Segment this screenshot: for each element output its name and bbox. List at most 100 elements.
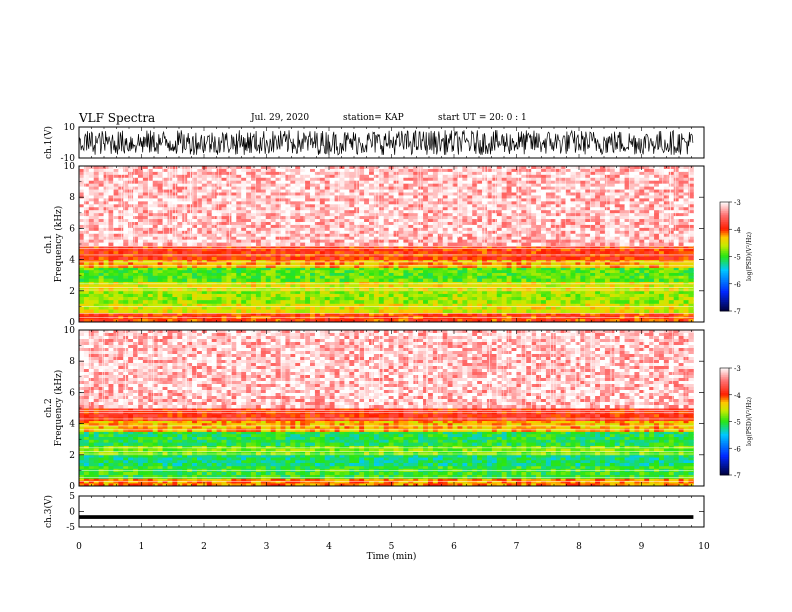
spectrogram-cell: [212, 300, 217, 304]
spectrogram-cell: [664, 193, 669, 196]
spectrogram-cell: [600, 297, 605, 301]
spectrogram-cell: [629, 310, 634, 314]
spectrogram-cell: [335, 193, 340, 196]
spectrogram-cell: [620, 184, 625, 187]
spectrogram-cell: [477, 198, 482, 201]
spectrogram-cell: [113, 257, 118, 260]
spectrogram-cell: [389, 175, 394, 178]
spectrogram-cell: [482, 306, 487, 310]
spectrogram-cell: [276, 198, 281, 201]
spectrogram-cell: [644, 178, 649, 181]
spectrogram-cell: [629, 281, 634, 285]
spectrogram-cell: [536, 310, 541, 314]
spectrogram-cell: [453, 181, 458, 184]
spectrogram-cell: [310, 193, 315, 196]
spectrogram-cell: [354, 300, 359, 304]
spectrogram-cell: [113, 294, 118, 298]
spectrogram-cell: [531, 310, 536, 314]
spectrogram-cell: [148, 300, 153, 304]
spectrogram-cell: [512, 310, 517, 314]
spectrogram-cell: [143, 178, 148, 181]
spectrogram-cell: [359, 306, 364, 310]
spectrogram-cell: [679, 310, 684, 314]
spectrogram-cell: [403, 181, 408, 184]
spectrogram-cell: [408, 297, 413, 301]
spectrogram-cell: [123, 198, 128, 201]
spectrogram-cell: [541, 291, 546, 295]
spectrogram-cell: [644, 297, 649, 301]
spectrogram-cell: [118, 281, 123, 285]
spectrogram-cell: [384, 193, 389, 196]
spectrogram-cell: [585, 166, 590, 169]
spectrogram-cell: [600, 294, 605, 298]
spectrogram-cell: [340, 195, 345, 198]
spectrogram-cell: [585, 281, 590, 285]
spectrogram-cell: [615, 193, 620, 196]
spectrogram-cell: [241, 175, 246, 178]
spectrogram-cell: [521, 190, 526, 193]
spectrogram-cell: [408, 281, 413, 285]
spectrogram-cell: [222, 281, 227, 285]
spectrogram-cell: [325, 297, 330, 301]
spectrogram-cell: [457, 281, 462, 285]
spectrogram-cell: [457, 310, 462, 314]
spectrogram-cell: [526, 172, 531, 175]
spectrogram-cell: [79, 310, 84, 314]
spectrogram-cell: [654, 184, 659, 187]
spectrogram-cell: [158, 190, 163, 193]
spectrogram-cell: [664, 300, 669, 304]
spectrogram-cell: [428, 300, 433, 304]
spectrogram-cell: [580, 288, 585, 292]
spectrogram-cell: [398, 193, 403, 196]
spectrogram-cell: [364, 198, 369, 201]
spectrogram-cell: [433, 175, 438, 178]
spectrogram-cell: [418, 175, 423, 178]
spectrogram-cell: [664, 178, 669, 181]
spectrogram-cell: [536, 195, 541, 198]
spectrogram-cell: [261, 166, 266, 169]
spectrogram-cell: [477, 184, 482, 187]
spectrogram-cell: [369, 201, 374, 204]
spectrogram-cell: [364, 193, 369, 196]
spectrogram-cell: [251, 291, 256, 295]
spectrogram-cell: [674, 198, 679, 201]
spectrogram-cell: [374, 288, 379, 292]
spectrogram-cell: [654, 281, 659, 285]
spectrogram-cell: [595, 166, 600, 169]
spectrogram-cell: [89, 310, 94, 314]
spectrogram-cell: [369, 300, 374, 304]
spectrogram-cell: [566, 198, 571, 201]
spectrogram-cell: [615, 198, 620, 201]
spectrogram-cell: [423, 265, 428, 268]
spectrogram-cell: [384, 172, 389, 175]
spectrogram-cell: [266, 193, 271, 196]
spectrogram-cell: [526, 193, 531, 196]
spectrogram-cell: [566, 204, 571, 207]
spectrogram-cell: [364, 291, 369, 295]
spectrogram-cell: [566, 297, 571, 301]
spectrogram-cell: [634, 187, 639, 190]
spectrogram-cell: [536, 306, 541, 310]
spectrogram-cell: [546, 175, 551, 178]
spectrogram-cell: [536, 288, 541, 292]
spectrogram-cell: [315, 198, 320, 201]
spectrogram-cell: [502, 281, 507, 285]
spectrogram-cell: [521, 297, 526, 301]
spectrogram-cell: [172, 297, 177, 301]
spectrogram-cell: [231, 187, 236, 190]
spectrogram-cell: [187, 281, 192, 285]
spectrogram-cell: [281, 306, 286, 310]
spectrogram-cell: [507, 166, 512, 169]
spectrogram-cell: [580, 169, 585, 172]
spectrogram-cell: [605, 166, 610, 169]
spectrogram-cell: [566, 279, 571, 282]
spectrogram-cell: [261, 181, 266, 184]
spectrogram-cell: [335, 184, 340, 187]
spectrogram-cell: [305, 184, 310, 187]
spectrogram-cell: [674, 169, 679, 172]
spectrogram-cell: [541, 190, 546, 193]
spectrogram-cell: [261, 291, 266, 295]
spectrogram-cell: [79, 300, 84, 304]
spectrogram-cell: [226, 279, 231, 282]
spectrogram-cell: [403, 193, 408, 196]
